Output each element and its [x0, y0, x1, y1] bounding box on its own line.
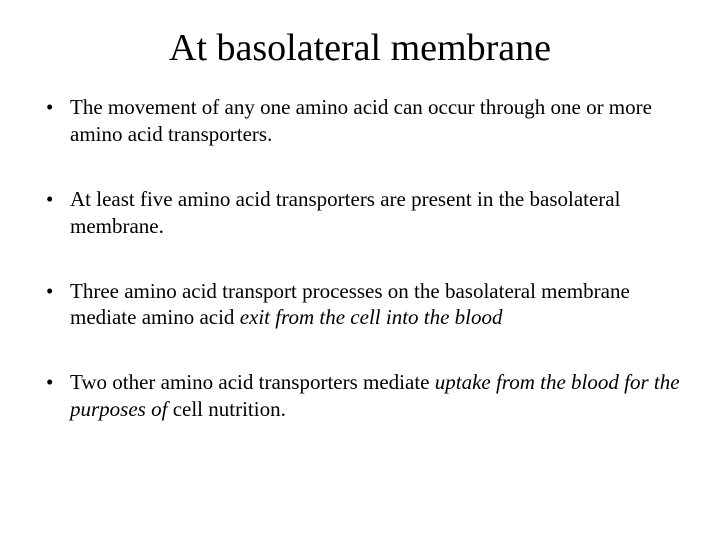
bullet-3: Three amino acid transport processes on …: [40, 278, 680, 332]
bullet-2: At least five amino acid transporters ar…: [40, 186, 680, 240]
bullet-1: The movement of any one amino acid can o…: [40, 94, 680, 148]
slide: At basolateral membrane The movement of …: [0, 0, 720, 540]
bullet-4: Two other amino acid transporters mediat…: [40, 369, 680, 423]
bullet-1-text: The movement of any one amino acid can o…: [70, 95, 652, 146]
bullet-2-text-a: At least: [70, 187, 140, 211]
slide-title: At basolateral membrane: [40, 26, 680, 70]
bullet-2-text-b: five amino acid transporters: [140, 187, 380, 211]
bullet-list: The movement of any one amino acid can o…: [40, 94, 680, 423]
bullet-4-text-a: Two other amino acid transporters mediat…: [70, 370, 435, 394]
bullet-3-text-b: exit from the cell into the blood: [240, 305, 503, 329]
bullet-4-text-c: cell nutrition.: [173, 397, 286, 421]
